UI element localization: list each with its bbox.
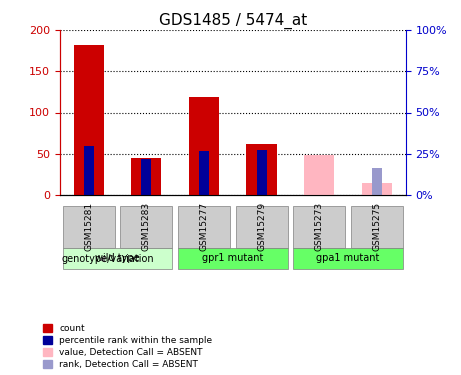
Bar xyxy=(247,144,277,195)
FancyBboxPatch shape xyxy=(236,206,288,248)
Bar xyxy=(372,168,382,195)
Text: genotype/variation: genotype/variation xyxy=(61,255,154,264)
Bar xyxy=(304,155,334,195)
Legend: count, percentile rank within the sample, value, Detection Call = ABSENT, rank, : count, percentile rank within the sample… xyxy=(41,322,214,370)
Text: GSM15275: GSM15275 xyxy=(372,202,381,251)
Bar xyxy=(199,151,209,195)
Text: GSM15273: GSM15273 xyxy=(315,202,324,251)
Text: gpa1 mutant: gpa1 mutant xyxy=(316,253,380,263)
Bar xyxy=(142,159,151,195)
Text: wild type: wild type xyxy=(95,253,140,263)
Bar xyxy=(362,183,392,195)
FancyBboxPatch shape xyxy=(120,206,172,248)
FancyBboxPatch shape xyxy=(293,206,345,248)
Bar xyxy=(131,158,161,195)
FancyBboxPatch shape xyxy=(63,248,172,268)
FancyBboxPatch shape xyxy=(351,206,403,248)
Bar xyxy=(257,150,266,195)
FancyBboxPatch shape xyxy=(293,248,403,268)
Bar xyxy=(74,45,104,195)
Title: GDS1485 / 5474_at: GDS1485 / 5474_at xyxy=(159,12,307,28)
Text: GSM15283: GSM15283 xyxy=(142,202,151,251)
Text: gpr1 mutant: gpr1 mutant xyxy=(202,253,264,263)
Bar xyxy=(189,97,219,195)
FancyBboxPatch shape xyxy=(178,206,230,248)
Text: GSM15279: GSM15279 xyxy=(257,202,266,251)
Bar xyxy=(84,146,94,195)
Text: GSM15277: GSM15277 xyxy=(200,202,208,251)
Text: GSM15281: GSM15281 xyxy=(84,202,93,251)
FancyBboxPatch shape xyxy=(178,248,288,268)
FancyBboxPatch shape xyxy=(63,206,115,248)
